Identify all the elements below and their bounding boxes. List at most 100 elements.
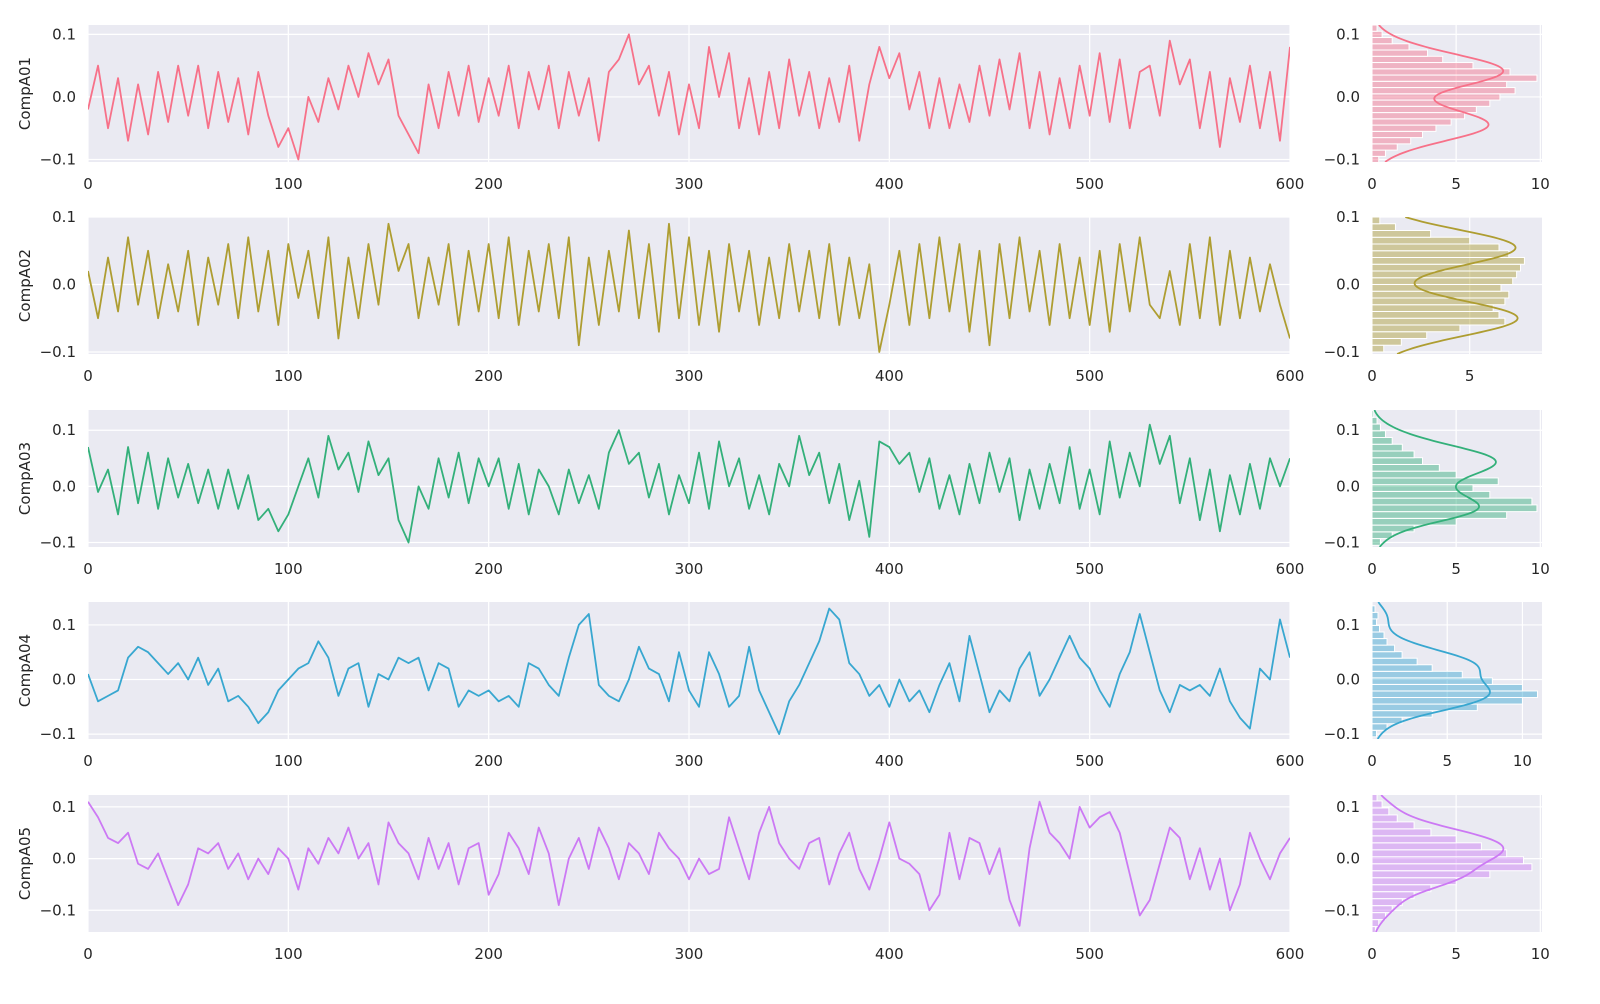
- y-tick-label: 0.1: [1336, 25, 1360, 43]
- histogram-bar: [1372, 638, 1388, 646]
- histogram-bar: [1372, 618, 1378, 626]
- histogram-bar: [1372, 112, 1466, 120]
- histogram-bar: [1372, 504, 1538, 513]
- y-tick-label: 0.0: [52, 88, 76, 106]
- x-tick-label: 0: [83, 560, 93, 578]
- histogram-bar: [1372, 807, 1390, 816]
- histogram-bar: [1372, 143, 1398, 151]
- x-tick-label: 400: [875, 945, 904, 963]
- y-axis-label: CompA05: [16, 827, 34, 900]
- histogram-bar: [1372, 270, 1518, 279]
- histogram-bar: [1372, 55, 1444, 64]
- histogram-bar: [1372, 677, 1493, 685]
- x-tick-label: 0: [1367, 367, 1377, 385]
- histogram-bar: [1372, 821, 1415, 830]
- series-line: [88, 222, 1290, 353]
- histogram-bar: [1372, 37, 1393, 45]
- histogram-bar: [1372, 690, 1538, 699]
- x-tick-label: 200: [474, 367, 503, 385]
- y-tick-label: 0.1: [52, 798, 76, 816]
- x-tick-label: 0: [1367, 945, 1377, 963]
- y-tick-label: 0.0: [1336, 275, 1360, 293]
- y-tick-label: 0.1: [1336, 616, 1360, 634]
- histogram-bar: [1372, 814, 1398, 823]
- histogram-bar: [1372, 697, 1523, 705]
- y-tick-label: −0.1: [40, 343, 76, 361]
- histogram-bar: [1372, 337, 1402, 346]
- x-tick-label: 300: [675, 752, 704, 770]
- x-tick-label: 200: [474, 560, 503, 578]
- x-tick-label: 600: [1276, 945, 1305, 963]
- histogram-bar: [1372, 250, 1510, 258]
- x-tick-label: 0: [83, 752, 93, 770]
- x-tick-label: 0: [83, 175, 93, 193]
- histogram-bar: [1372, 74, 1538, 82]
- histogram-bar: [1372, 80, 1508, 89]
- histogram-bar: [1372, 423, 1381, 432]
- histogram-bar: [1372, 670, 1463, 679]
- x-tick-label: 100: [274, 752, 303, 770]
- histogram-bar: [1372, 236, 1471, 245]
- histogram-bar: [1372, 137, 1412, 145]
- x-tick-label: 400: [875, 560, 904, 578]
- histogram-bar: [1372, 849, 1508, 858]
- histogram-bar: [1372, 457, 1423, 465]
- x-tick-label: 10: [1513, 752, 1532, 770]
- histogram-bar: [1372, 605, 1376, 613]
- x-tick-label: 500: [1075, 175, 1104, 193]
- histogram-bar: [1372, 683, 1523, 692]
- histogram-bar: [1372, 416, 1378, 425]
- histogram-bar: [1372, 538, 1381, 546]
- histogram-bar: [1372, 450, 1415, 459]
- y-tick-label: 0.0: [52, 850, 76, 868]
- x-tick-label: 100: [274, 175, 303, 193]
- y-tick-label: 0.0: [1336, 88, 1360, 106]
- x-tick-label: 300: [675, 175, 704, 193]
- x-tick-label: 300: [675, 367, 704, 385]
- y-tick-label: 0.0: [52, 275, 76, 293]
- x-tick-label: 500: [1075, 752, 1104, 770]
- y-tick-label: −0.1: [1324, 150, 1360, 168]
- histogram-bar: [1372, 324, 1461, 333]
- x-tick-label: 300: [675, 945, 704, 963]
- kde-curve: [1396, 217, 1519, 354]
- histogram-bar: [1372, 437, 1393, 445]
- x-tick-label: 500: [1075, 945, 1104, 963]
- histogram-bar: [1372, 304, 1494, 312]
- x-tick-label: 600: [1276, 560, 1305, 578]
- x-tick-label: 500: [1075, 560, 1104, 578]
- y-tick-label: 0.1: [52, 208, 76, 226]
- y-tick-label: 0.1: [52, 421, 76, 439]
- y-tick-label: −0.1: [40, 534, 76, 552]
- histogram-bar: [1372, 884, 1432, 893]
- y-tick-label: −0.1: [40, 725, 76, 743]
- x-tick-label: 200: [474, 752, 503, 770]
- y-tick-label: 0.0: [1336, 671, 1360, 689]
- series-line: [88, 800, 1290, 927]
- x-tick-label: 0: [1367, 560, 1377, 578]
- x-tick-label: 0: [1367, 752, 1377, 770]
- x-tick-label: 600: [1276, 752, 1305, 770]
- histogram-bar: [1372, 68, 1511, 76]
- histogram-bar: [1372, 877, 1457, 886]
- histogram-bar: [1372, 835, 1457, 844]
- histogram-bar: [1372, 317, 1506, 326]
- histogram-bar: [1372, 243, 1500, 252]
- histogram-bar: [1372, 517, 1457, 526]
- histogram-bar: [1372, 470, 1457, 479]
- kde-curve: [1375, 795, 1505, 932]
- histogram-bar: [1372, 344, 1385, 353]
- histogram-bar: [1372, 118, 1452, 126]
- histogram-bar: [1372, 463, 1440, 472]
- histogram-bar: [1372, 891, 1415, 900]
- y-tick-label: −0.1: [1324, 901, 1360, 919]
- histogram-bar: [1372, 99, 1491, 107]
- histogram-bar: [1372, 443, 1403, 452]
- histogram-bar: [1372, 611, 1379, 620]
- histogram-bar: [1372, 25, 1378, 32]
- y-tick-label: −0.1: [1324, 725, 1360, 743]
- x-tick-label: 500: [1075, 367, 1104, 385]
- y-tick-label: −0.1: [40, 150, 76, 168]
- histogram-bar: [1372, 62, 1474, 70]
- x-tick-label: 200: [474, 945, 503, 963]
